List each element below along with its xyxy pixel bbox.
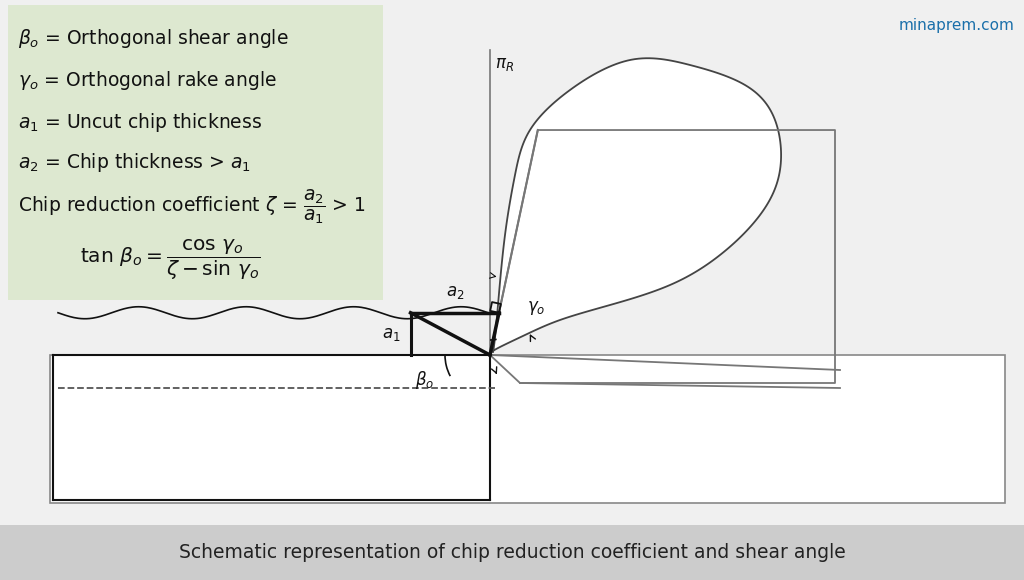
Bar — [50, 355, 1005, 503]
Text: $\gamma_o$ = Orthogonal rake angle: $\gamma_o$ = Orthogonal rake angle — [18, 68, 276, 92]
Text: $a_1$ = Uncut chip thickness: $a_1$ = Uncut chip thickness — [18, 111, 262, 133]
Text: $\pi_R$: $\pi_R$ — [495, 55, 514, 73]
Text: $a_2$: $a_2$ — [445, 282, 464, 301]
Polygon shape — [493, 58, 781, 352]
Text: $\beta_o$ = Orthogonal shear angle: $\beta_o$ = Orthogonal shear angle — [18, 27, 289, 49]
Bar — [8, 5, 383, 300]
Text: $\gamma_o$: $\gamma_o$ — [527, 299, 546, 317]
Text: $\beta_o$: $\beta_o$ — [416, 369, 434, 391]
Text: $a_2$ = Chip thickness > $a_1$: $a_2$ = Chip thickness > $a_1$ — [18, 151, 251, 175]
Text: $\tan\,\beta_o = \dfrac{\cos\,\gamma_o}{\zeta - \sin\,\gamma_o}$: $\tan\,\beta_o = \dfrac{\cos\,\gamma_o}{… — [80, 238, 260, 282]
Bar — [0, 525, 1024, 580]
Text: Chip reduction coefficient $\zeta$ = $\dfrac{a_2}{a_1}$ > 1: Chip reduction coefficient $\zeta$ = $\d… — [18, 188, 366, 226]
Text: $a_1$: $a_1$ — [382, 325, 400, 343]
Text: Schematic representation of chip reduction coefficient and shear angle: Schematic representation of chip reducti… — [178, 543, 846, 562]
Text: minaprem.com: minaprem.com — [899, 18, 1015, 33]
